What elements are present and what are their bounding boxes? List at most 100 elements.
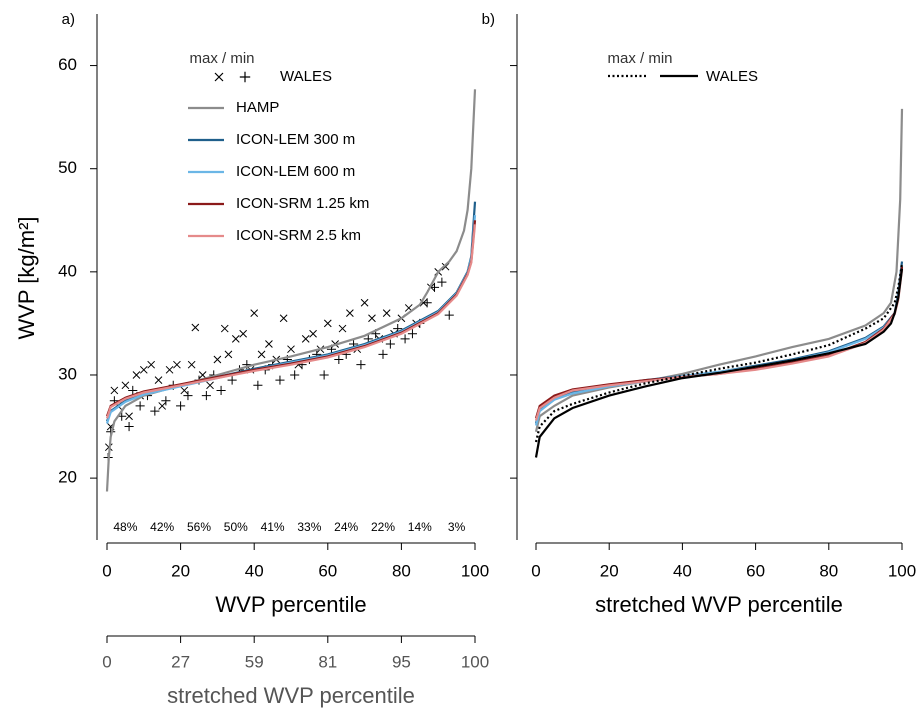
scatter-point bbox=[183, 391, 193, 401]
scatter-point bbox=[257, 350, 266, 359]
x-tick-label: 0 bbox=[102, 561, 111, 580]
scatter-point bbox=[139, 365, 148, 374]
scatter-point bbox=[180, 386, 189, 395]
x-tick-label: 40 bbox=[673, 561, 692, 580]
bin-label: 48% bbox=[113, 520, 137, 534]
scatter-point bbox=[231, 335, 240, 343]
panel-label: a) bbox=[62, 11, 75, 28]
scatter-point bbox=[161, 396, 171, 406]
scatter-point bbox=[334, 354, 344, 365]
scatter-point bbox=[191, 323, 200, 332]
bin-label: 22% bbox=[371, 520, 395, 534]
x-tick-label: 60 bbox=[318, 561, 337, 580]
bin-label: 3% bbox=[448, 520, 466, 534]
scatter-point bbox=[275, 375, 285, 385]
scatter-point bbox=[165, 365, 174, 374]
x-tick-label: 80 bbox=[392, 561, 411, 580]
scatter-point bbox=[422, 298, 432, 308]
series-line bbox=[534, 268, 904, 458]
y-tick-label: 30 bbox=[58, 364, 77, 383]
bin-label: 33% bbox=[297, 520, 321, 534]
series-line bbox=[534, 269, 904, 421]
y-tick-label: 20 bbox=[58, 468, 77, 487]
x-tick-label: 0 bbox=[531, 561, 540, 580]
scatter-point bbox=[121, 381, 130, 390]
y-tick-label: 60 bbox=[58, 55, 77, 74]
scatter-point bbox=[385, 339, 395, 349]
x2-tick-label: 27 bbox=[171, 652, 190, 671]
y-tick-label: 40 bbox=[58, 261, 77, 280]
scatter-point bbox=[378, 349, 388, 359]
scatter-point bbox=[265, 340, 273, 348]
legend-label: ICON-SRM 1.25 km bbox=[236, 195, 369, 212]
legend-label: HAMP bbox=[236, 99, 279, 116]
y-tick-label: 50 bbox=[58, 158, 77, 177]
x-tick-label: 20 bbox=[171, 561, 190, 580]
scatter-point bbox=[309, 329, 317, 338]
legend-title: max / min bbox=[607, 50, 672, 67]
scatter-point bbox=[158, 402, 167, 410]
legend-label: WALES bbox=[706, 68, 758, 85]
x2-tick-label: 81 bbox=[318, 652, 337, 671]
scatter-point bbox=[368, 314, 376, 323]
series-line bbox=[105, 89, 477, 492]
scatter-point bbox=[227, 375, 237, 385]
scatter-point bbox=[128, 385, 138, 396]
scatter-point bbox=[356, 360, 366, 370]
legend-symbol bbox=[239, 71, 251, 83]
x-tick-label: 80 bbox=[819, 561, 838, 580]
x-tick-label: 20 bbox=[600, 561, 619, 580]
legend-symbol bbox=[214, 72, 224, 82]
scatter-point bbox=[176, 401, 186, 411]
bin-label: 24% bbox=[334, 520, 358, 534]
scatter-point bbox=[279, 314, 288, 323]
scatter-point bbox=[360, 298, 369, 307]
scatter-point bbox=[323, 319, 332, 328]
x-tick-label: 100 bbox=[461, 561, 489, 580]
scatter-point bbox=[216, 385, 226, 396]
scatter-point bbox=[287, 345, 295, 354]
series-line bbox=[105, 224, 477, 419]
legend-label: ICON-LEM 600 m bbox=[236, 163, 355, 180]
series-line bbox=[534, 263, 904, 443]
scatter-point bbox=[429, 282, 440, 292]
x2-tick-label: 95 bbox=[392, 652, 411, 671]
bin-label: 50% bbox=[224, 520, 248, 534]
x-axis-title: stretched WVP percentile bbox=[595, 592, 843, 617]
scatter-point bbox=[400, 334, 410, 344]
bin-label: 42% bbox=[150, 520, 174, 534]
scatter-point bbox=[213, 355, 222, 364]
scatter-point bbox=[319, 370, 329, 380]
bin-label: 41% bbox=[261, 520, 285, 534]
scatter-point bbox=[154, 376, 163, 384]
scatter-point bbox=[206, 381, 214, 390]
x-tick-label: 60 bbox=[746, 561, 765, 580]
scatter-point bbox=[301, 335, 310, 343]
scatter-point bbox=[290, 370, 300, 380]
scatter-point bbox=[444, 310, 454, 320]
x2-tick-label: 100 bbox=[461, 652, 489, 671]
scatter-point bbox=[187, 360, 196, 369]
series-line bbox=[534, 266, 904, 419]
y-axis-title: WVP [kg/m²] bbox=[14, 216, 39, 339]
scatter-point bbox=[441, 262, 450, 271]
scatter-point bbox=[437, 277, 447, 287]
scatter-point bbox=[135, 401, 145, 411]
scatter-point bbox=[132, 371, 141, 379]
scatter-point bbox=[201, 391, 211, 401]
scatter-point bbox=[407, 329, 417, 339]
scatter-point bbox=[173, 360, 181, 369]
legend-title: max / min bbox=[189, 50, 254, 67]
scatter-point bbox=[382, 309, 391, 317]
x-axis-title: WVP percentile bbox=[215, 592, 366, 617]
series-line bbox=[534, 108, 904, 432]
scatter-point bbox=[224, 350, 233, 359]
series-line bbox=[534, 261, 904, 424]
legend-label: ICON-SRM 2.5 km bbox=[236, 227, 361, 244]
scatter-point bbox=[150, 406, 160, 416]
x-tick-label: 100 bbox=[888, 561, 916, 580]
x2-tick-label: 0 bbox=[102, 652, 111, 671]
scatter-point bbox=[250, 309, 259, 317]
bin-label: 56% bbox=[187, 520, 211, 534]
